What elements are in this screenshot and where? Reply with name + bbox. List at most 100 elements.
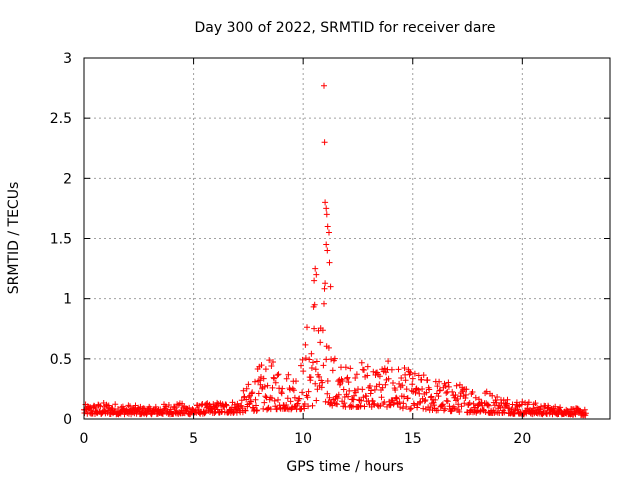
data-point: [411, 370, 418, 377]
data-point: [378, 394, 385, 401]
data-point: [463, 386, 470, 393]
data-point: [304, 324, 310, 331]
data-point: [359, 386, 366, 393]
data-point: [327, 283, 334, 290]
data-point: [435, 393, 442, 400]
data-point: [443, 390, 450, 396]
data-point: [371, 401, 378, 408]
data-point: [436, 378, 443, 385]
data-point: [423, 389, 430, 396]
data-point: [501, 409, 508, 416]
y-tick-label: 2.5: [50, 111, 72, 127]
data-point: [97, 403, 104, 410]
data-point: [283, 375, 290, 382]
data-point: [260, 375, 267, 382]
data-point: [364, 363, 371, 370]
data-point: [255, 390, 262, 397]
data-point: [519, 398, 526, 405]
data-point: [223, 402, 230, 409]
data-point: [304, 394, 311, 401]
data-point: [492, 397, 499, 404]
data-point: [444, 398, 451, 405]
data-point: [339, 378, 346, 384]
data-point: [381, 365, 388, 372]
data-point: [418, 376, 425, 383]
data-point: [352, 375, 359, 381]
data-point: [314, 386, 321, 393]
data-point: [431, 402, 438, 409]
data-point: [272, 379, 279, 386]
data-point: [353, 371, 360, 378]
data-point: [305, 403, 312, 410]
data-point: [309, 402, 316, 409]
data-point: [112, 401, 119, 408]
data-point: [379, 384, 386, 391]
data-point: [296, 395, 303, 402]
data-point: [264, 382, 271, 389]
data-point: [455, 401, 462, 408]
data-point: [320, 362, 327, 369]
data-point: [334, 401, 341, 408]
data-point: [513, 399, 520, 406]
data-point: [420, 372, 427, 379]
data-point: [326, 229, 332, 236]
data-point: [270, 359, 276, 365]
data-point: [371, 386, 378, 393]
data-point: [324, 378, 331, 384]
data-point: [403, 386, 410, 393]
data-point: [254, 407, 261, 414]
data-point: [262, 366, 269, 373]
y-tick-labels: 0 0.5 1 1.5 2 2.5 3: [50, 51, 72, 428]
data-point: [466, 400, 473, 406]
y-tick-label: 1: [63, 292, 72, 308]
data-point: [445, 383, 452, 390]
data-point: [310, 359, 316, 366]
data-point: [421, 398, 428, 405]
data-point: [458, 403, 465, 410]
data-point: [324, 223, 331, 230]
data-point: [323, 241, 330, 248]
data-point: [391, 399, 398, 406]
x-tick-label: 15: [404, 431, 422, 447]
data-point: [350, 403, 356, 410]
data-point: [407, 369, 414, 376]
data-point: [442, 383, 449, 389]
data-point: [231, 408, 238, 415]
y-tick-label: 2: [63, 171, 72, 187]
data-point: [316, 373, 323, 380]
data-point: [140, 405, 147, 412]
data-point: [382, 381, 389, 388]
data-point: [452, 392, 459, 398]
data-point: [393, 394, 400, 401]
data-point: [409, 381, 416, 388]
data-point: [426, 386, 433, 393]
data-point: [368, 387, 375, 394]
data-point: [476, 396, 482, 403]
data-point: [415, 387, 422, 393]
data-point: [401, 365, 408, 371]
data-point: [345, 379, 352, 386]
data-point: [287, 398, 294, 405]
grid-lines: [84, 58, 610, 419]
data-point: [422, 397, 429, 403]
data-point: [258, 362, 265, 369]
data-point: [285, 371, 292, 378]
data-point: [367, 383, 373, 389]
data-point: [424, 377, 431, 383]
data-point: [287, 386, 293, 393]
data-point: [266, 357, 273, 364]
data-point: [483, 388, 490, 395]
data-point: [461, 400, 468, 407]
data-point: [361, 403, 368, 410]
data-point: [293, 378, 299, 385]
data-point: [398, 375, 405, 381]
data-point: [437, 387, 444, 394]
data-point: [248, 398, 255, 405]
data-point: [370, 400, 377, 407]
data-point: [300, 368, 307, 375]
data-point: [408, 405, 415, 412]
data-point: [409, 375, 416, 382]
data-point: [222, 401, 229, 408]
data-point: [417, 398, 424, 405]
data-point: [453, 382, 460, 389]
